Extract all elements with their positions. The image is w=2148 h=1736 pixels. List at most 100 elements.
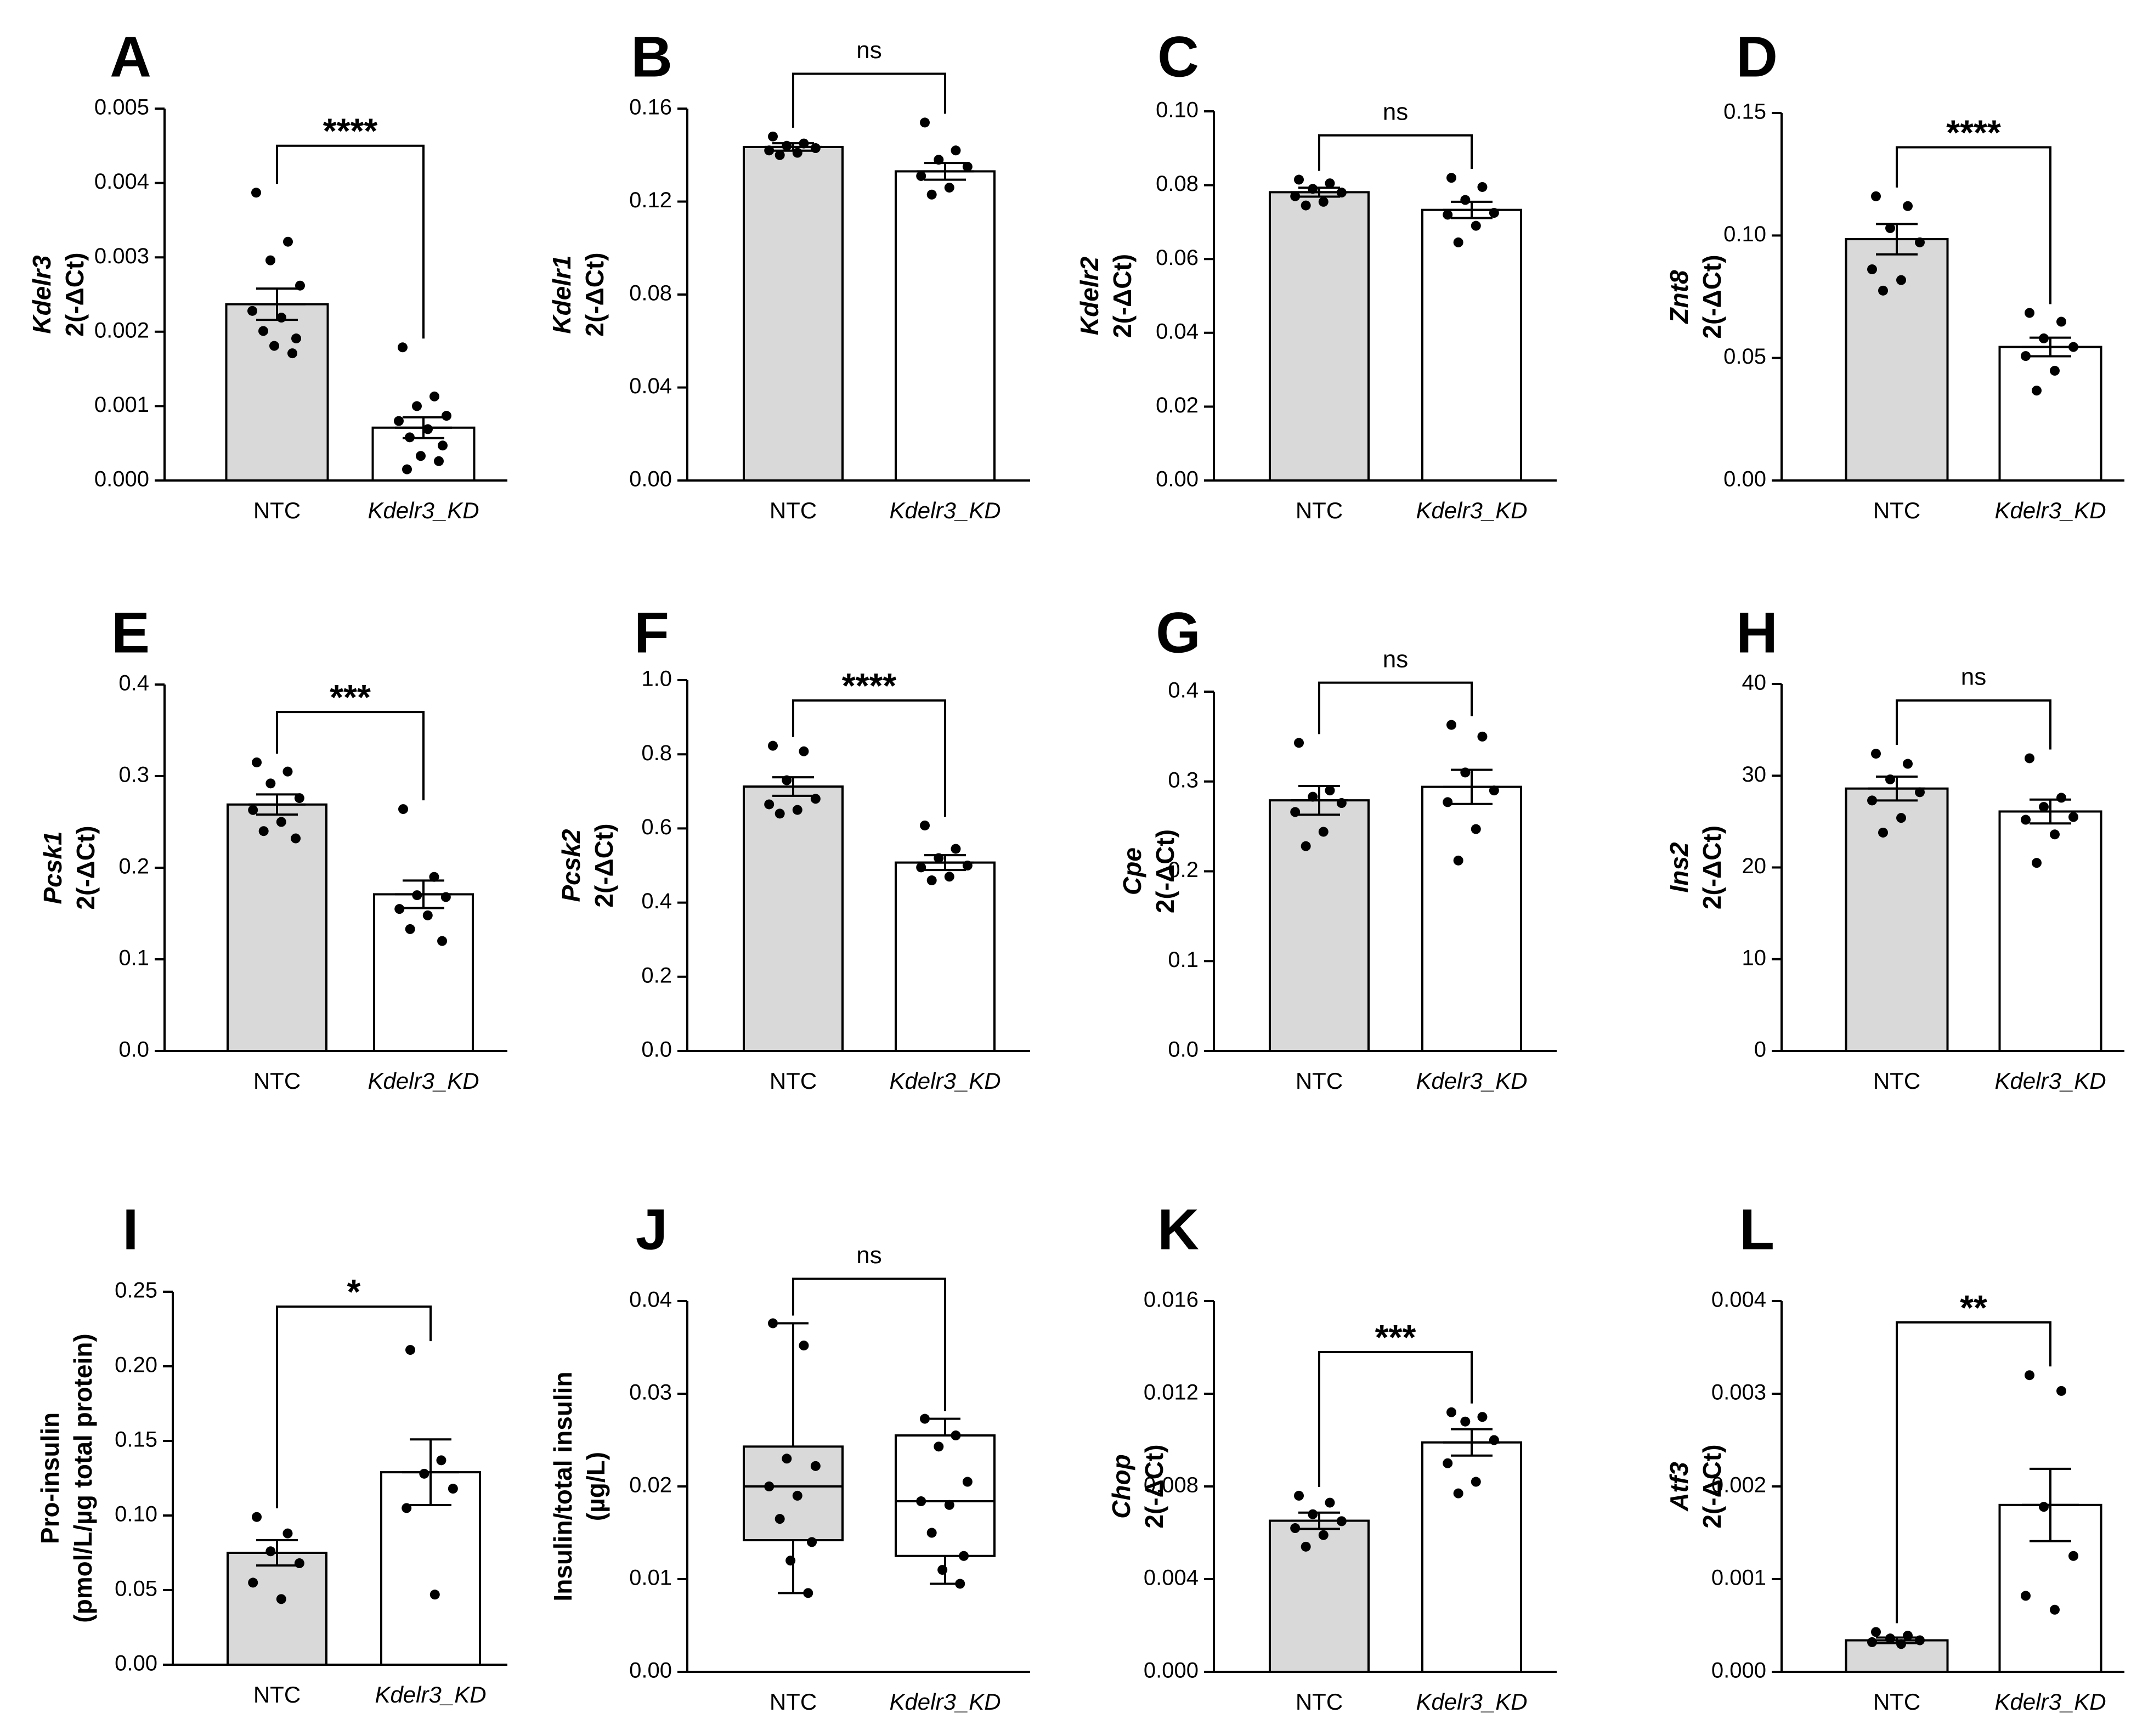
data-point — [951, 1430, 961, 1441]
data-point — [1443, 210, 1453, 220]
significance-bracket — [276, 711, 425, 801]
data-point — [799, 1341, 809, 1351]
y-tick-label: 0.01 — [629, 1566, 672, 1590]
chart-panel-d: D 0.00 0.05 0.10 0.15 Znt8 2(-ΔCt) NTC Kdelr3_KD… — [1665, 25, 2124, 523]
y-axis-subtitle: (µg/L) — [581, 1452, 610, 1521]
data-point — [1477, 1412, 1488, 1422]
data-point — [1446, 720, 1457, 730]
data-point — [422, 910, 433, 920]
data-point — [916, 171, 926, 181]
y-tick-label: 0.0 — [118, 1038, 149, 1062]
y-tick-label: 0.0 — [1168, 1038, 1199, 1062]
data-point — [412, 401, 422, 411]
data-point — [2056, 793, 2066, 803]
data-point — [920, 117, 930, 128]
bar-ntc — [743, 145, 844, 482]
y-axis-subtitle: 2(-ΔCt) — [1698, 1444, 1726, 1528]
y-tick-label: 0.05 — [115, 1577, 157, 1601]
y-tick-label: 0.00 — [1723, 467, 1766, 491]
x-category-label: NTC — [770, 1689, 817, 1715]
data-point — [803, 1588, 813, 1598]
data-point — [768, 740, 778, 751]
data-point — [2032, 386, 2042, 396]
y-tick-label: 0.2 — [641, 963, 672, 987]
data-point — [429, 391, 439, 402]
x-category-label: NTC — [1296, 1689, 1343, 1715]
y-tick-label: 0.001 — [1711, 1566, 1766, 1590]
significance-bracket — [792, 699, 946, 817]
data-point — [265, 1546, 276, 1557]
data-point — [944, 872, 954, 882]
y-axis-subtitle: 2(-ΔCt) — [1698, 255, 1726, 338]
data-point — [2056, 316, 2066, 327]
y-tick-label: 0 — [1754, 1038, 1766, 1062]
y-tick-label: 0.002 — [1711, 1473, 1766, 1497]
data-point — [248, 805, 258, 815]
data-point — [768, 1318, 778, 1328]
data-point — [1867, 795, 1877, 806]
x-category-label: Kdelr3_KD — [889, 1689, 1000, 1715]
data-point — [962, 1477, 973, 1487]
data-point — [1290, 1523, 1301, 1534]
x-category-label: NTC — [1873, 497, 1920, 523]
data-point — [1489, 1435, 1499, 1445]
y-tick-label: 0.4 — [1168, 678, 1199, 703]
data-point — [258, 326, 268, 336]
y-axis-title: Cpe — [1118, 847, 1146, 895]
data-point — [442, 411, 451, 421]
y-tick-label: 0.10 — [115, 1502, 157, 1526]
data-point — [764, 1481, 775, 1491]
significance-label: ** — [1960, 1288, 1987, 1327]
significance-label: *** — [330, 677, 371, 717]
data-point — [926, 1528, 937, 1538]
data-point — [394, 416, 404, 426]
data-point — [944, 1500, 954, 1510]
data-point — [291, 333, 301, 344]
y-tick-label: 0.02 — [629, 1473, 672, 1497]
y-axis-title: Pcsk2 — [557, 829, 585, 902]
y-axis-subtitle: 2(-ΔCt) — [1108, 254, 1137, 338]
bar-kd — [1421, 785, 1522, 1052]
data-point — [1878, 285, 1888, 296]
data-point — [1290, 191, 1301, 201]
data-point — [1443, 797, 1453, 807]
panel-label: H — [1736, 601, 1778, 665]
data-point — [916, 862, 926, 873]
data-point — [2039, 802, 2049, 812]
y-tick-label: 0.10 — [1156, 98, 1199, 122]
significance-label: ns — [1383, 646, 1408, 672]
panel-label: F — [634, 601, 669, 665]
bar-ntc — [1269, 191, 1370, 482]
data-point — [785, 1556, 796, 1566]
data-point — [1325, 1497, 1335, 1508]
significance-bracket — [1318, 681, 1473, 734]
y-tick-label: 0.03 — [629, 1381, 672, 1405]
panel-label: K — [1157, 1198, 1199, 1262]
y-tick-label: 0.04 — [629, 1288, 672, 1312]
data-point — [916, 1496, 926, 1507]
data-point — [1867, 1637, 1877, 1647]
significance-label: **** — [1946, 112, 2001, 152]
x-category-label: NTC — [253, 497, 301, 523]
data-point — [276, 1594, 286, 1604]
data-point — [807, 1537, 817, 1547]
data-point — [1446, 173, 1457, 183]
data-point — [402, 464, 412, 474]
data-point — [944, 183, 954, 193]
panel-label: G — [1156, 601, 1201, 665]
data-point — [416, 451, 426, 461]
data-point — [436, 1455, 446, 1466]
data-point — [782, 1454, 792, 1464]
data-point — [2050, 1604, 2060, 1615]
x-category-label: Kdelr3_KD — [1416, 1068, 1527, 1094]
significance-bracket — [1318, 134, 1473, 171]
y-tick-label: 0.004 — [1711, 1288, 1766, 1312]
bar-ntc — [227, 1552, 327, 1666]
y-axis-title: Ins2 — [1665, 842, 1693, 892]
data-point — [398, 342, 408, 353]
y-tick-label: 0.000 — [94, 467, 149, 491]
significance-label: ns — [1961, 664, 1986, 691]
data-point — [1871, 749, 1881, 759]
y-axis-subtitle: 2(-ΔCt) — [71, 825, 100, 909]
data-point — [405, 924, 415, 934]
